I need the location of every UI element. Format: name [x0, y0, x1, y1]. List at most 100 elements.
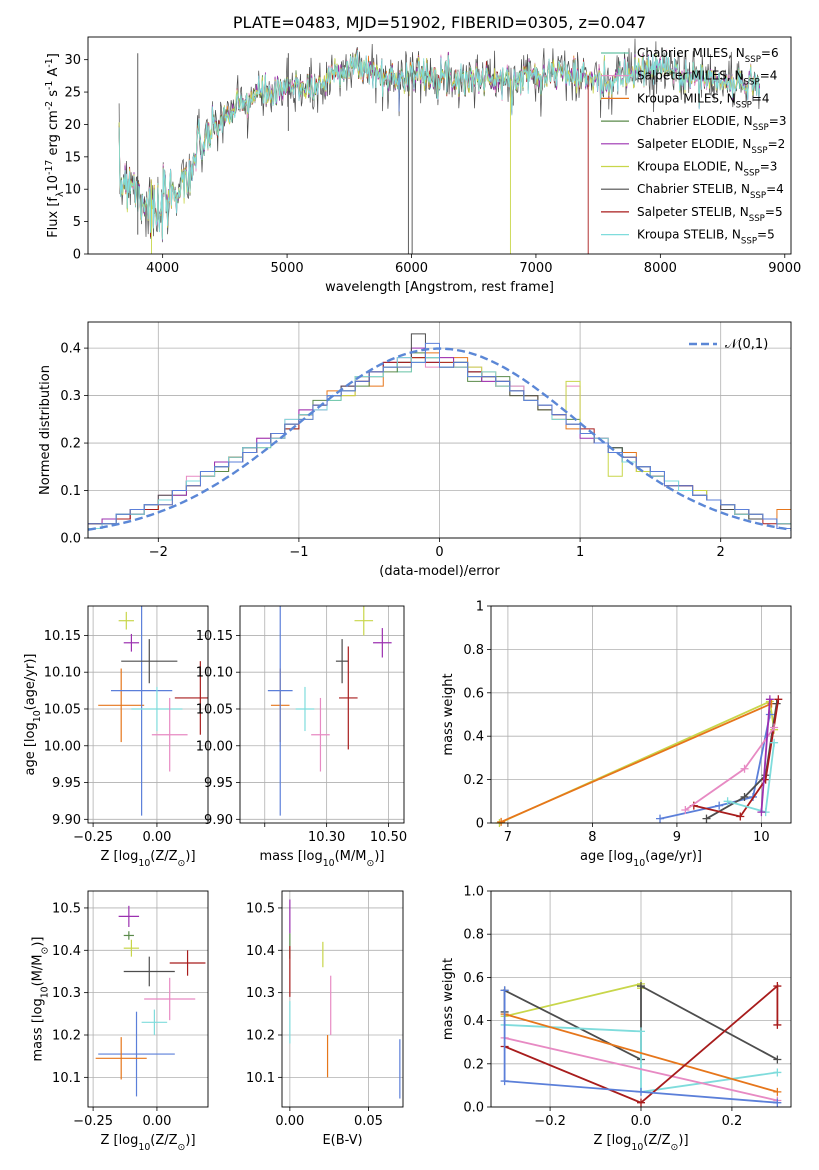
legend-label: Salpeter ELODIE, NSSP=2	[637, 137, 785, 156]
mass-weight-vs-metallicity-panel: −0.2 0.0 0.2 0.0 0.2 0.4 0.6 0.8 1.0 Z [log10(Z/Z…	[441, 885, 792, 1153]
y-tick-label: 0.4	[60, 342, 81, 357]
series-marker	[765, 710, 774, 719]
axes-frame	[490, 605, 792, 824]
x-tick-label: 0	[435, 545, 443, 560]
x-tick-label: 9	[673, 830, 681, 845]
x-tick-label: −0.25	[73, 1114, 113, 1129]
x-axis-label: wavelength [Angstrom, rest frame]	[325, 280, 554, 295]
y-tick-label: 10.5	[52, 901, 81, 916]
series-line	[504, 1024, 778, 1093]
y-tick-label: 10.05	[44, 702, 81, 717]
x-tick-label: 7000	[519, 261, 552, 276]
x-axis-label: Z [log10(Z/Z⊙)]	[100, 1133, 195, 1153]
axes-frame	[87, 890, 209, 1108]
errorbar-plot-area	[95, 905, 206, 1097]
y-tick-label: 10.10	[196, 666, 233, 681]
y-tick-label: 0.2	[463, 773, 484, 788]
series-marker	[656, 814, 665, 823]
y-tick-label: 10.3	[246, 986, 275, 1001]
series-marker	[740, 764, 749, 773]
series-marker	[773, 1087, 782, 1096]
series-marker	[773, 982, 782, 991]
age-vs-mass-panel: 10.30 10.50 9.90 9.95 10.00 10.05 10.10 10.15 ma…	[196, 605, 407, 869]
mass-vs-metallicity-panel: −0.25 0.00 10.1 10.2 10.3 10.4 10.5 Z [log10(Z/…	[31, 890, 209, 1153]
axes-frame	[239, 605, 405, 824]
y-tick-label: 10.4	[246, 944, 275, 959]
x-tick-label: 0.05	[354, 1114, 383, 1129]
y-tick-label: 0.1	[60, 484, 81, 499]
y-tick-label: 10.2	[246, 1029, 275, 1044]
y-tick-label: 0.0	[60, 532, 81, 547]
x-tick-label: −1	[289, 545, 308, 560]
series-marker	[681, 805, 690, 814]
histogram-plot-area	[88, 333, 791, 538]
y-tick-label: 0.2	[463, 1057, 484, 1072]
series-marker	[770, 738, 779, 747]
series-marker	[637, 1098, 645, 1107]
series-line	[503, 990, 778, 1104]
axes-frame	[87, 605, 209, 824]
spectrum-title: PLATE=0483, MJD=51902, FIBERID=0305, z=0…	[233, 13, 646, 32]
x-axis-label: (data-model)/error	[379, 564, 500, 579]
x-tick-label: 2	[717, 545, 725, 560]
y-tick-label: 15	[64, 150, 81, 165]
y-tick-label: 10.4	[52, 944, 81, 959]
series-marker	[773, 1020, 782, 1029]
normal-curve	[88, 347, 791, 531]
y-tick-label: 10.05	[196, 702, 233, 717]
x-tick-label: −0.2	[534, 1114, 566, 1129]
series-line	[760, 699, 771, 813]
y-tick-label: 1	[476, 600, 484, 615]
legend-label: Kroupa ELODIE, NSSP=3	[637, 160, 777, 179]
age-vs-metallicity-panel: −0.25 0.00 9.90 9.95 10.00 10.05 10.10 10.15 Z […	[23, 605, 209, 869]
y-axis-label: mass weight	[441, 958, 456, 1040]
y-axis-label: Normed distribution	[38, 365, 53, 495]
series-marker	[773, 1055, 782, 1064]
series-line	[500, 702, 772, 823]
series-marker	[715, 801, 724, 810]
series-marker	[757, 808, 766, 817]
y-tick-label: 10.3	[52, 986, 81, 1001]
line-plot-area	[500, 979, 782, 1107]
x-axis-label: Z [log10(Z/Z⊙)]	[100, 849, 195, 869]
y-tick-label: 9.90	[52, 813, 81, 828]
y-tick-label: 9.90	[204, 813, 233, 828]
y-tick-label: 0.8	[463, 643, 484, 658]
y-tick-label: 25	[64, 86, 81, 101]
y-tick-label: 10.1	[52, 1071, 81, 1086]
x-tick-label: 0.00	[275, 1114, 304, 1129]
x-tick-label: 7	[504, 830, 512, 845]
x-tick-label: −2	[149, 545, 168, 560]
series-line	[504, 1037, 778, 1102]
x-tick-label: 0.2	[722, 1114, 743, 1129]
series-marker	[774, 695, 783, 704]
errorbar-plot-area	[289, 899, 401, 1099]
legend-label: Kroupa MILES, NSSP=4	[637, 91, 770, 110]
errorbar-plot-area	[267, 606, 392, 816]
spectrum-plot-area	[118, 38, 760, 254]
y-tick-label: 0.4	[463, 1014, 484, 1029]
series-line	[504, 1013, 778, 1093]
y-tick-label: 0.6	[463, 686, 484, 701]
x-tick-label: 8	[588, 830, 596, 845]
series-line	[684, 726, 775, 811]
y-tick-label: 0.0	[463, 1101, 484, 1116]
series-line	[693, 699, 780, 818]
y-tick-label: 0.4	[463, 730, 484, 745]
x-tick-label: 0.0	[631, 1114, 652, 1129]
y-tick-label: 1.0	[463, 885, 484, 900]
x-tick-label: 8000	[644, 261, 677, 276]
series-marker	[740, 792, 749, 801]
series-marker	[773, 1098, 782, 1107]
y-tick-label: 10.10	[44, 666, 81, 681]
axes-frame	[87, 36, 792, 255]
y-tick-label: 10	[64, 183, 81, 198]
legend-label: Salpeter STELIB, NSSP=5	[637, 205, 783, 224]
y-axis-label: mass [log10(M/M⊙)]	[31, 937, 51, 1062]
spectrum-line-kroupa-stelib	[118, 49, 760, 240]
y-tick-label: 10.00	[44, 739, 81, 754]
series-marker	[500, 1077, 509, 1086]
x-tick-label: 5000	[271, 261, 304, 276]
series-marker	[773, 1068, 782, 1077]
